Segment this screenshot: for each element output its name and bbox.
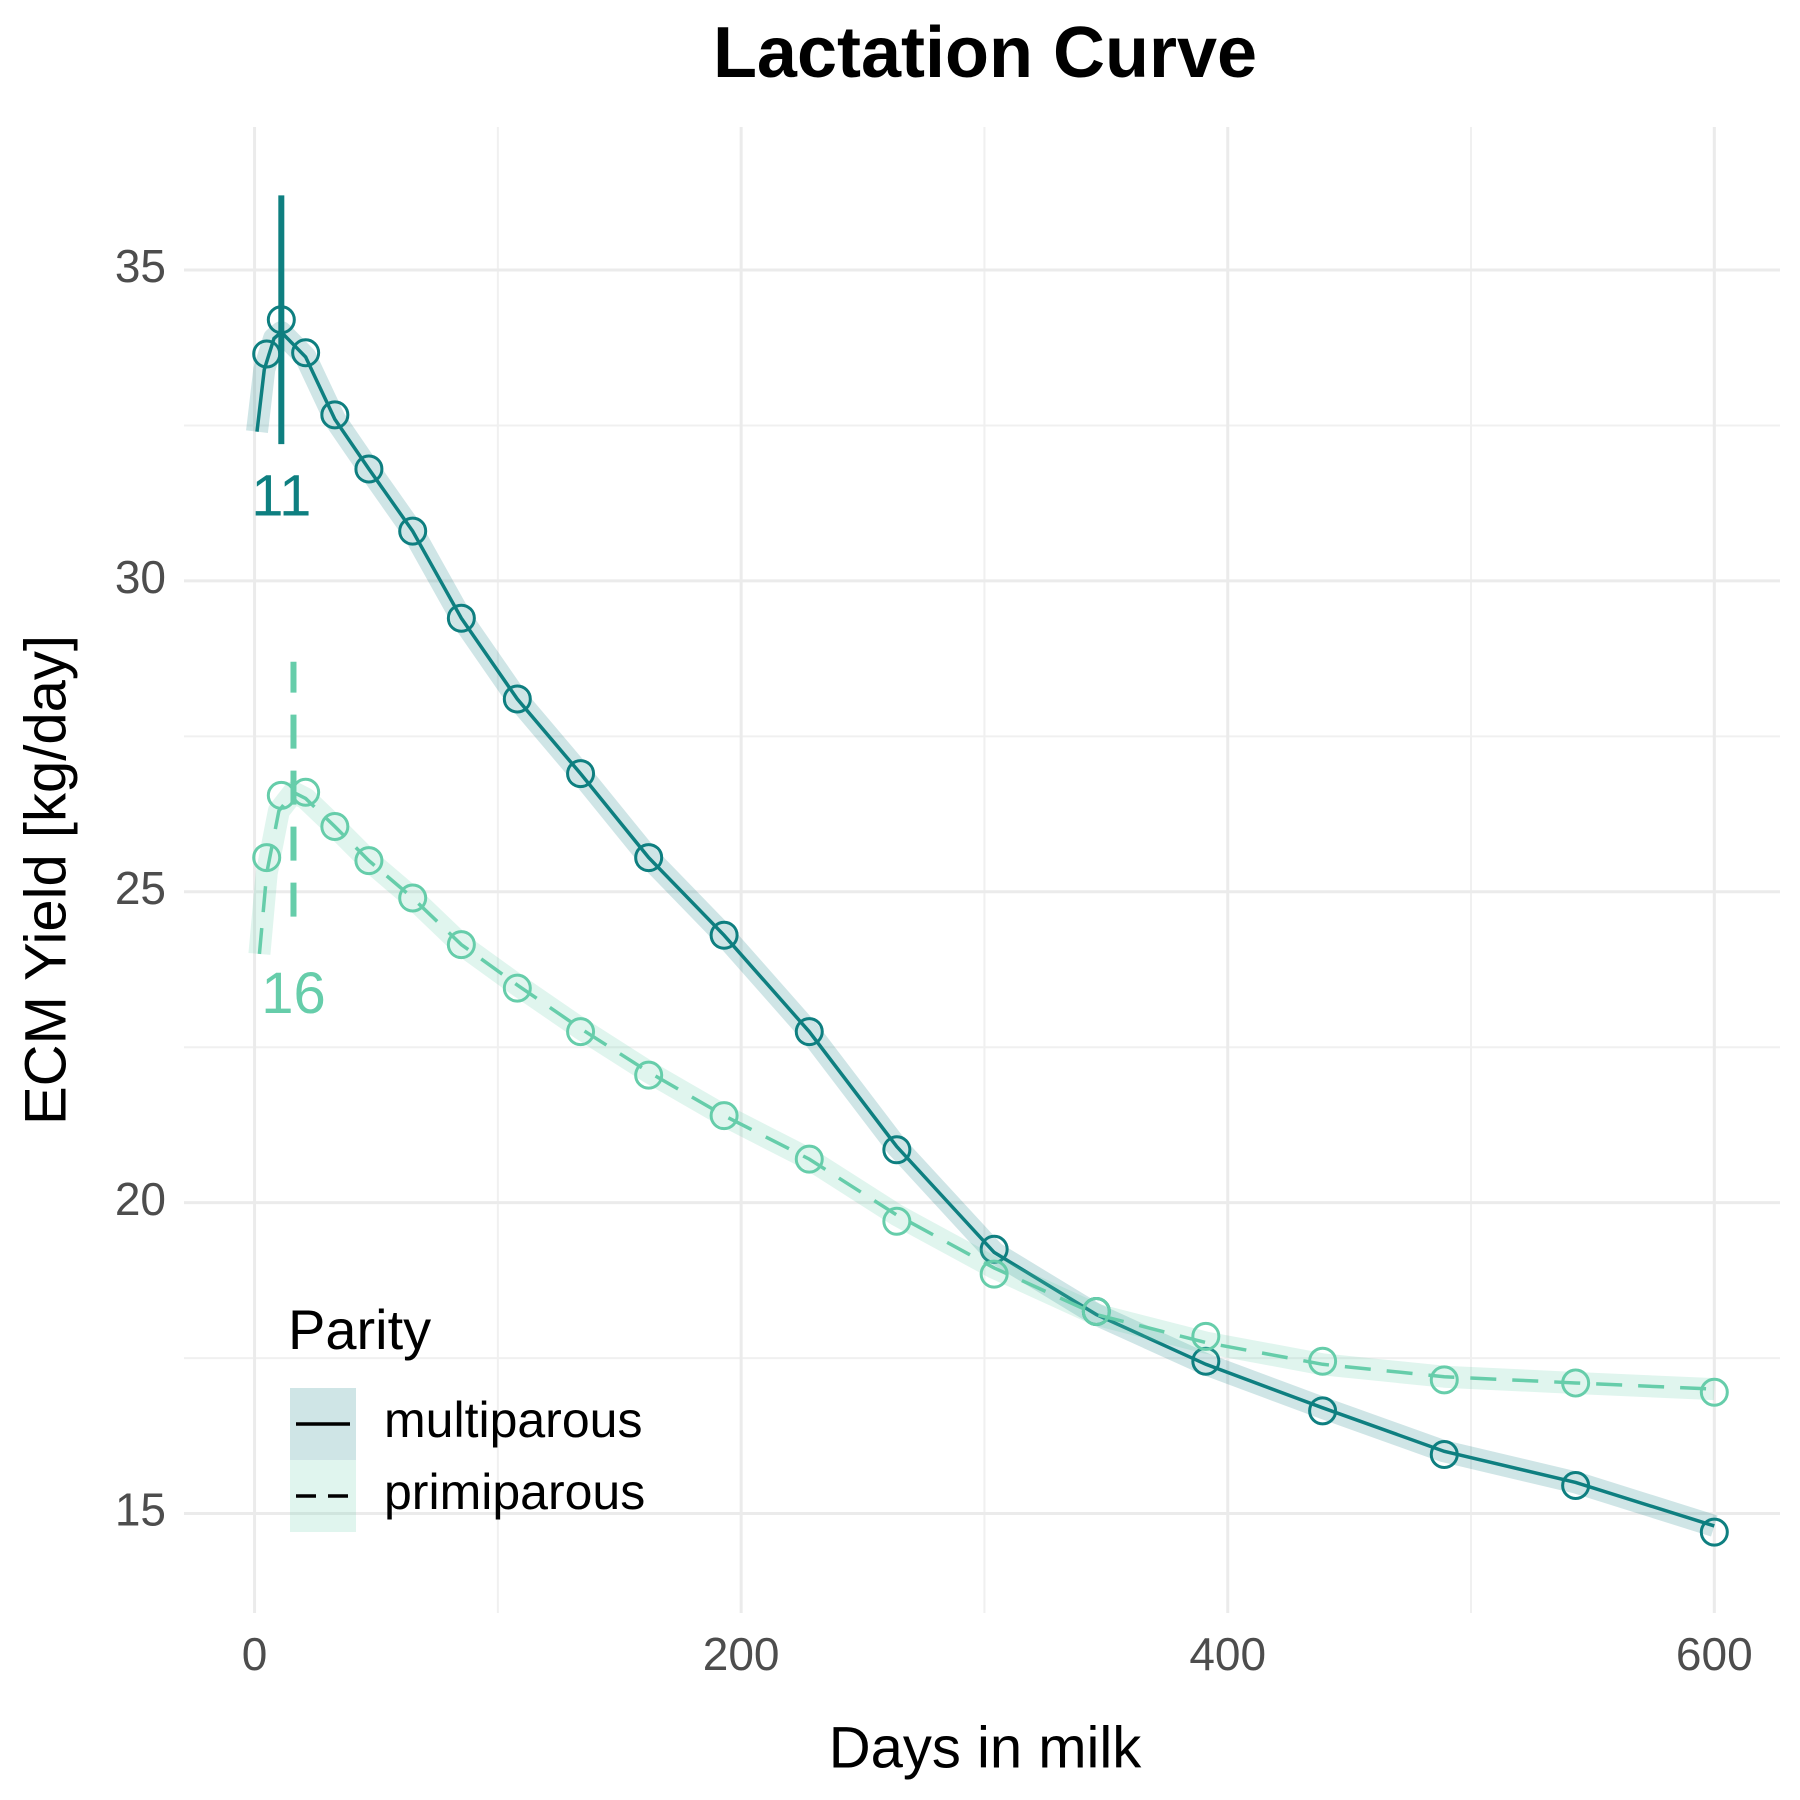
data-point xyxy=(354,846,384,876)
grid xyxy=(184,127,1780,1613)
peak-label: 11 xyxy=(251,463,311,528)
y-axis-title: ECM Yield [kg/day] xyxy=(13,635,78,1125)
x-axis-title: Days in milk xyxy=(829,1715,1143,1780)
data-point xyxy=(398,516,428,546)
legend-title: Parity xyxy=(288,1298,431,1361)
data-point xyxy=(566,1017,596,1047)
y-tick-label: 20 xyxy=(115,1173,166,1225)
data-point xyxy=(979,1259,1009,1289)
data-point xyxy=(1081,1296,1111,1326)
legend-label: primiparous xyxy=(384,1464,645,1520)
data-point xyxy=(446,930,476,960)
data-point xyxy=(1561,1368,1591,1398)
data-point xyxy=(794,1017,824,1047)
legend-label: multiparous xyxy=(384,1392,642,1448)
y-tick-label: 25 xyxy=(115,862,166,914)
data-point xyxy=(709,1101,739,1131)
chart-title: Lactation Curve xyxy=(713,13,1257,93)
data-point xyxy=(882,1135,912,1165)
x-tick-label: 400 xyxy=(1189,1628,1266,1680)
data-point xyxy=(1308,1396,1338,1426)
data-point xyxy=(446,603,476,633)
x-tick-label: 0 xyxy=(242,1628,268,1680)
data-point xyxy=(1429,1439,1459,1469)
fitted-line xyxy=(257,790,1715,1391)
y-tick-label: 30 xyxy=(115,551,166,603)
fitted-line xyxy=(255,329,1715,1528)
data-point xyxy=(398,883,428,913)
data-point xyxy=(634,1060,664,1090)
data-point xyxy=(502,973,532,1003)
data-point xyxy=(252,843,282,873)
data-point xyxy=(794,1144,824,1174)
data-point xyxy=(882,1206,912,1236)
data-point xyxy=(1699,1377,1729,1407)
data-point xyxy=(320,811,350,841)
data-point xyxy=(1191,1321,1221,1351)
data-point xyxy=(1308,1346,1338,1376)
data-point xyxy=(709,920,739,950)
y-tick-label: 15 xyxy=(115,1484,166,1536)
peak-label: 16 xyxy=(261,961,326,1026)
confidence-ribbon xyxy=(246,321,1718,1537)
confidence-ribbon xyxy=(248,781,1715,1401)
data-point xyxy=(1429,1365,1459,1395)
x-tick-label: 600 xyxy=(1676,1628,1753,1680)
x-tick-label: 200 xyxy=(703,1628,780,1680)
y-tick-label: 35 xyxy=(115,240,166,292)
data-point xyxy=(354,454,384,484)
data-point xyxy=(1699,1517,1729,1547)
data-point xyxy=(320,400,350,430)
data-point xyxy=(502,684,532,714)
data-point xyxy=(291,338,321,368)
data-point xyxy=(634,843,664,873)
data-point xyxy=(1561,1471,1591,1501)
data-point xyxy=(566,759,596,789)
